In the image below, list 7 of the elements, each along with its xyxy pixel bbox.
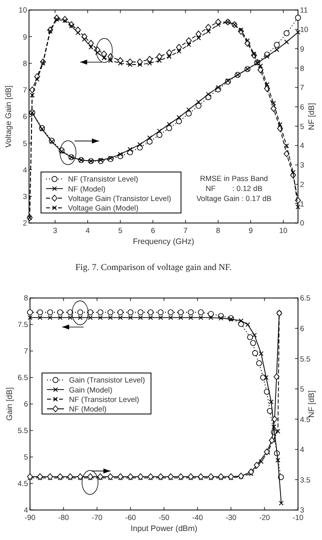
y2-axis-title: NF [dB] [307, 102, 316, 130]
x-axis-title: Frequency (GHz) [132, 237, 195, 246]
caption: Fig. 7. Comparison of voltage gain and NF. [75, 262, 232, 272]
x-axis-title: Input Power (dBm) [130, 524, 198, 533]
y2-axis-title: NF [dB] [307, 390, 316, 418]
y-axis-title: Voltage Gain [dB] [4, 85, 13, 148]
y-axis-title: Gain [dB] [5, 387, 14, 421]
